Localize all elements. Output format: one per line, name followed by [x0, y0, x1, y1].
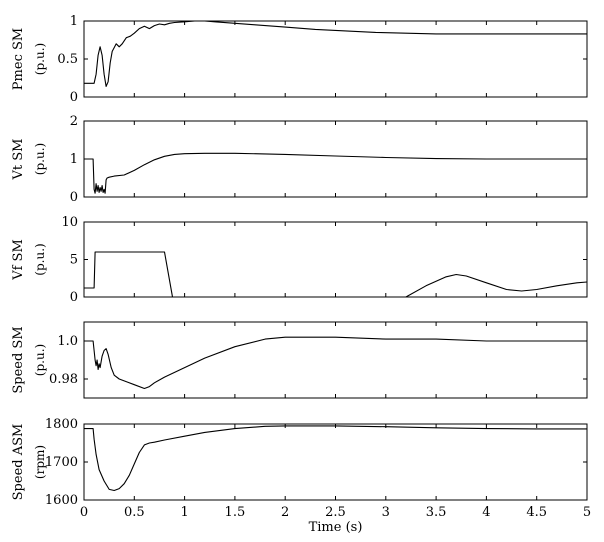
series-line-1 — [84, 20, 587, 87]
y-tick-label: 0.98 — [49, 372, 78, 387]
x-tick-label: 0 — [80, 505, 88, 520]
chart-panel-1: 0 0.5 1 Pmec SM (p.u.) — [11, 14, 588, 105]
y-tick-label: 0 — [70, 290, 78, 305]
y-tick-label: 1.0 — [57, 334, 78, 349]
y-axis-label: Vf SM — [11, 239, 26, 281]
y-axis-unit: (p.u.) — [33, 43, 47, 75]
y-tick-label: 1800 — [45, 417, 78, 432]
y-tick-label: 1600 — [45, 493, 78, 508]
x-tick-label: 3.5 — [426, 505, 447, 520]
y-tick-label: 2 — [70, 114, 78, 129]
chart-panel-3: 0 5 10 Vf SM (p.u.) — [11, 215, 588, 305]
axes-frame — [83, 221, 588, 298]
y-tick-label: 10 — [61, 215, 78, 230]
y-tick-label: 0 — [70, 190, 78, 205]
x-tick-label: 5 — [583, 505, 591, 520]
y-axis-label: Pmec SM — [11, 28, 26, 90]
x-tick-label: 3 — [382, 505, 390, 520]
x-tick-label: 2 — [281, 505, 289, 520]
axes-frame — [83, 423, 588, 501]
y-tick-label: 0.5 — [57, 52, 78, 67]
series-line-1 — [84, 251, 588, 298]
x-tick-label: 1 — [180, 505, 188, 520]
y-axis-label: Vt SM — [11, 139, 26, 181]
x-tick-label: 4.5 — [526, 505, 547, 520]
x-tick-label: 4 — [482, 505, 490, 520]
chart-panel-5: 1600 1700 1800 Speed ASM (rpm) 0 0.5 1 1.5 2 2.5 3 3… — [11, 417, 591, 535]
series-line-1 — [84, 425, 587, 492]
y-tick-label: 1 — [70, 152, 78, 167]
series-line-1 — [84, 152, 587, 194]
x-tick-label: 1.5 — [225, 505, 246, 520]
axes-frame — [83, 20, 588, 98]
y-tick-label: 0 — [70, 90, 78, 105]
x-tick-label: 0.5 — [124, 505, 145, 520]
x-axis-label: Time (s) — [309, 520, 363, 535]
y-axis-unit: (p.u.) — [33, 143, 47, 175]
y-tick-label: 1700 — [45, 455, 78, 470]
y-tick-label: 1 — [70, 14, 78, 29]
y-axis-label: Speed ASM — [11, 424, 26, 501]
series-line-1 — [84, 336, 587, 390]
y-axis-unit: (rpm) — [33, 445, 47, 479]
y-axis-unit: (p.u.) — [33, 344, 47, 376]
x-tick-label: 2.5 — [325, 505, 346, 520]
axes-frame — [83, 321, 588, 399]
chart-panel-4: 0.98 1.0 Speed SM (p.u.) — [11, 321, 588, 399]
chart-panel-2: 0 1 2 Vt SM (p.u.) — [11, 114, 588, 205]
y-axis-label: Speed SM — [11, 326, 26, 393]
y-axis-unit: (p.u.) — [33, 243, 47, 275]
y-tick-label: 5 — [70, 253, 78, 268]
